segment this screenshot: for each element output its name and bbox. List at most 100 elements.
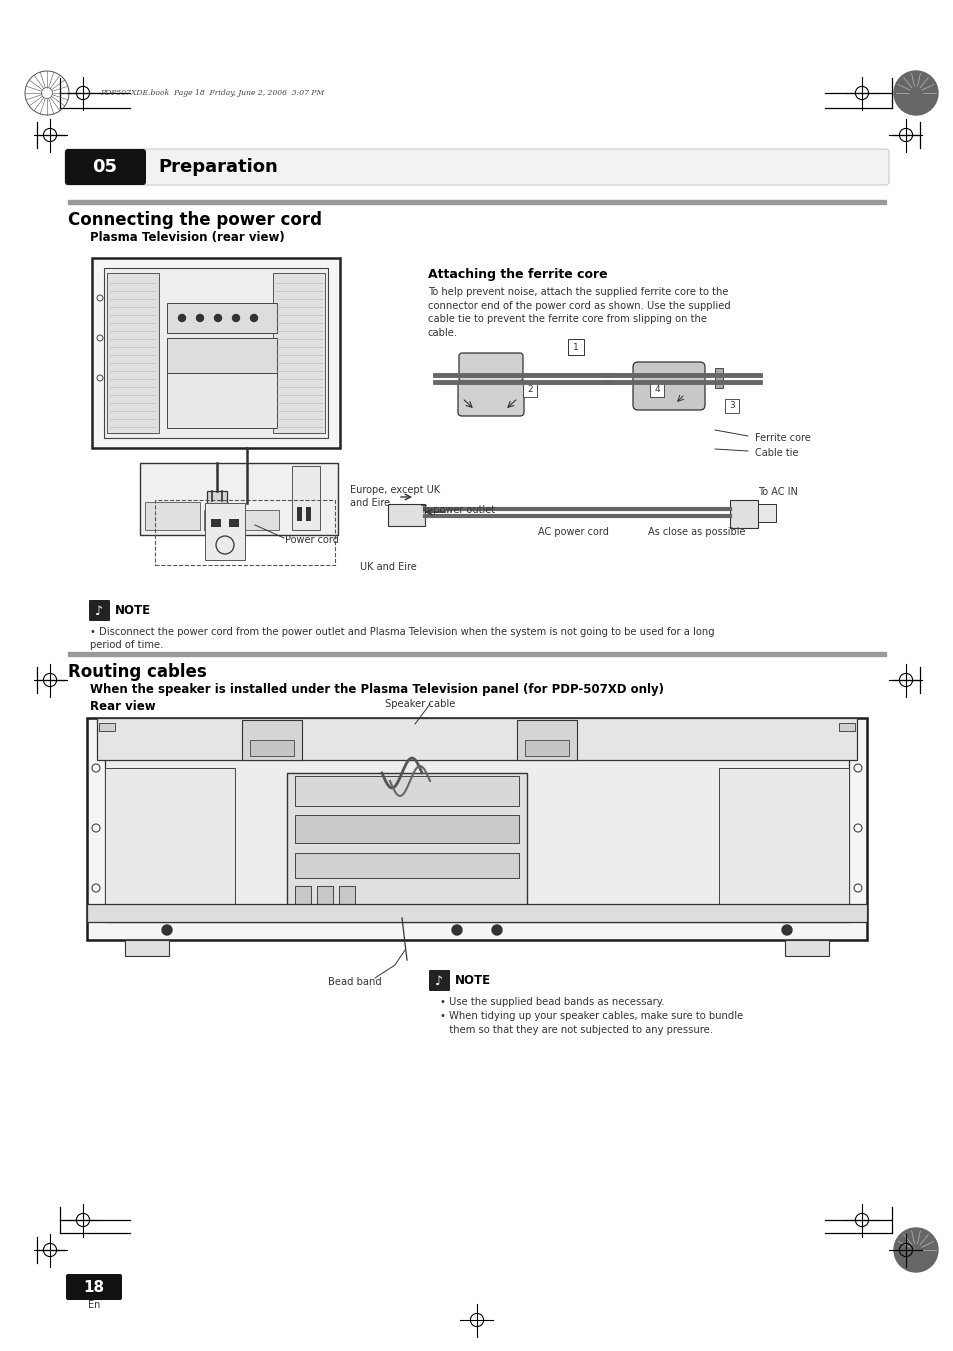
Bar <box>316 886 333 911</box>
Bar <box>388 504 424 526</box>
Bar <box>105 767 234 921</box>
Bar <box>211 519 221 527</box>
Bar <box>784 940 828 957</box>
Bar <box>91 258 339 449</box>
Text: Cable tie: Cable tie <box>754 449 798 458</box>
Text: 18: 18 <box>83 1279 105 1294</box>
Text: Europe, except UK: Europe, except UK <box>350 485 439 494</box>
Bar <box>724 399 739 413</box>
Text: 2: 2 <box>527 385 533 394</box>
FancyBboxPatch shape <box>429 970 450 992</box>
Bar <box>567 339 583 355</box>
Bar <box>306 507 311 521</box>
Bar <box>167 338 276 373</box>
Bar <box>294 775 518 807</box>
Bar <box>68 200 885 204</box>
Circle shape <box>196 315 203 322</box>
Text: 3: 3 <box>728 401 734 411</box>
Text: To power outlet: To power outlet <box>419 505 495 515</box>
Bar <box>68 653 885 657</box>
Text: To help prevent noise, attach the supplied ferrite core to the
connector end of : To help prevent noise, attach the suppli… <box>428 286 730 338</box>
Text: Speaker cable: Speaker cable <box>385 698 455 709</box>
Text: 05: 05 <box>92 158 117 176</box>
Bar <box>250 740 294 757</box>
Text: UK and Eire: UK and Eire <box>359 562 416 571</box>
Bar <box>292 466 319 530</box>
Bar <box>729 500 758 528</box>
Text: Ferrite core: Ferrite core <box>754 434 810 443</box>
Bar <box>287 773 526 917</box>
Text: ♪: ♪ <box>435 974 442 988</box>
Bar <box>87 717 866 940</box>
Bar <box>87 904 866 921</box>
Text: Plasma Television (rear view): Plasma Television (rear view) <box>90 231 284 243</box>
Bar <box>714 367 722 388</box>
FancyBboxPatch shape <box>457 380 523 416</box>
Text: PDP507XDE.book  Page 18  Friday, June 2, 2006  3:07 PM: PDP507XDE.book Page 18 Friday, June 2, 2… <box>100 89 324 97</box>
Text: 4: 4 <box>654 385 659 394</box>
Text: 1: 1 <box>573 343 578 351</box>
Bar <box>204 509 278 530</box>
Text: NOTE: NOTE <box>115 604 151 617</box>
Bar <box>838 723 854 731</box>
Bar <box>524 740 568 757</box>
Text: NOTE: NOTE <box>455 974 491 988</box>
Bar <box>522 382 537 397</box>
Bar <box>167 373 276 428</box>
Bar <box>294 852 518 878</box>
Bar <box>99 723 115 731</box>
Bar <box>205 503 245 561</box>
Circle shape <box>893 1228 937 1273</box>
Text: Attaching the ferrite core: Attaching the ferrite core <box>428 267 607 281</box>
Bar <box>207 490 227 513</box>
Text: Routing cables: Routing cables <box>68 663 207 681</box>
Bar <box>105 750 848 921</box>
Text: En: En <box>88 1300 100 1310</box>
Text: Rear view: Rear view <box>90 701 155 713</box>
Text: When the speaker is installed under the Plasma Television panel (for PDP-507XD o: When the speaker is installed under the … <box>90 682 663 696</box>
Text: Power cord: Power cord <box>285 535 338 544</box>
Bar <box>296 507 302 521</box>
Text: Bead band: Bead band <box>328 977 381 988</box>
Bar <box>145 503 200 530</box>
Bar <box>294 815 518 843</box>
Bar <box>104 267 328 438</box>
Text: AC power cord: AC power cord <box>537 527 608 536</box>
Bar <box>649 382 663 397</box>
Text: • Use the supplied bead bands as necessary.
• When tidying up your speaker cable: • Use the supplied bead bands as necessa… <box>439 997 742 1035</box>
Bar <box>97 717 856 761</box>
Circle shape <box>893 72 937 115</box>
Bar <box>229 519 239 527</box>
FancyBboxPatch shape <box>89 600 110 621</box>
Bar <box>154 500 335 565</box>
Text: and Eire: and Eire <box>350 499 390 508</box>
FancyBboxPatch shape <box>65 149 146 185</box>
Circle shape <box>233 315 239 322</box>
Circle shape <box>251 315 257 322</box>
Bar <box>242 720 302 761</box>
Bar <box>140 463 337 535</box>
FancyBboxPatch shape <box>65 149 888 185</box>
Bar <box>125 940 169 957</box>
Circle shape <box>492 925 501 935</box>
Circle shape <box>178 315 185 322</box>
Circle shape <box>162 925 172 935</box>
Text: Preparation: Preparation <box>158 158 277 176</box>
Text: ♪: ♪ <box>95 604 103 617</box>
Bar <box>338 886 355 911</box>
Circle shape <box>452 925 461 935</box>
Bar <box>167 303 276 332</box>
Bar <box>719 767 848 921</box>
Bar <box>758 504 775 521</box>
Bar <box>107 273 159 434</box>
Text: Connecting the power cord: Connecting the power cord <box>68 211 322 230</box>
Text: To AC IN: To AC IN <box>758 486 797 497</box>
FancyBboxPatch shape <box>66 1274 122 1300</box>
Text: As close as possible: As close as possible <box>647 527 744 536</box>
FancyBboxPatch shape <box>633 362 704 409</box>
Bar <box>294 886 311 911</box>
Circle shape <box>214 315 221 322</box>
Bar <box>517 720 577 761</box>
Text: • Disconnect the power cord from the power outlet and Plasma Television when the: • Disconnect the power cord from the pow… <box>90 627 714 650</box>
FancyBboxPatch shape <box>458 353 522 381</box>
